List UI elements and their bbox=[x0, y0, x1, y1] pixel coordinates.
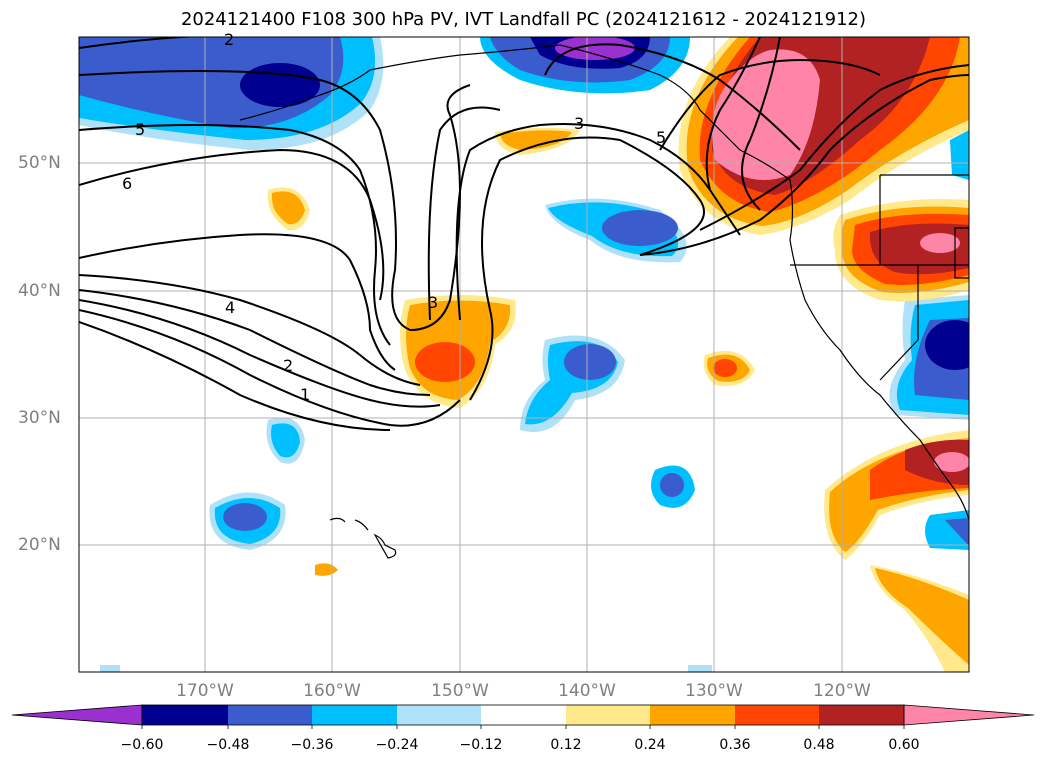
colorbar-tick-label: 0.12 bbox=[550, 737, 582, 753]
colorbar-tick-label: −0.12 bbox=[459, 737, 503, 753]
contour-label: 3 bbox=[428, 293, 439, 312]
contour-label: 6 bbox=[122, 174, 133, 193]
contour-label: 2 bbox=[283, 356, 294, 375]
colorbar-tick-label: 0.36 bbox=[719, 737, 751, 753]
colorbar-tick-label: −0.48 bbox=[206, 737, 250, 753]
contour-label: 5 bbox=[135, 120, 146, 139]
colorbar-tick-label: 0.60 bbox=[888, 737, 920, 753]
colorbar-tick-label: 0.24 bbox=[634, 737, 666, 753]
lon-label: 120°W bbox=[813, 681, 871, 701]
colorbar-tick-label: −0.36 bbox=[290, 737, 334, 753]
lon-label: 160°W bbox=[303, 681, 361, 701]
coastlines bbox=[239, 44, 969, 559]
lon-label: 150°W bbox=[431, 681, 489, 701]
contour-label: 4 bbox=[225, 298, 236, 317]
lat-label: 50°N bbox=[18, 153, 61, 173]
colorbar bbox=[11, 704, 1035, 729]
colorbar-tick-label: 0.48 bbox=[803, 737, 835, 753]
contour-label: 2 bbox=[224, 30, 235, 49]
map-title: 2024121400 F108 300 hPa PV, IVT Landfall… bbox=[180, 9, 867, 30]
contour-lines bbox=[79, 37, 969, 431]
contour-label: 1 bbox=[300, 385, 311, 404]
lon-label: 170°W bbox=[176, 681, 234, 701]
gridlines bbox=[79, 37, 969, 672]
colorbar-tick-label: −0.24 bbox=[375, 737, 419, 753]
lat-label: 20°N bbox=[18, 535, 61, 555]
lat-label: 40°N bbox=[18, 281, 61, 301]
lon-label: 130°W bbox=[685, 681, 743, 701]
colorbar-tick-label: −0.60 bbox=[120, 737, 164, 753]
contour-label: 3 bbox=[574, 114, 585, 133]
contour-label: 5 bbox=[656, 128, 667, 147]
plot-frame bbox=[78, 36, 970, 673]
filled-anomalies bbox=[79, 37, 969, 672]
lon-label: 140°W bbox=[558, 681, 616, 701]
lat-label: 30°N bbox=[18, 408, 61, 428]
